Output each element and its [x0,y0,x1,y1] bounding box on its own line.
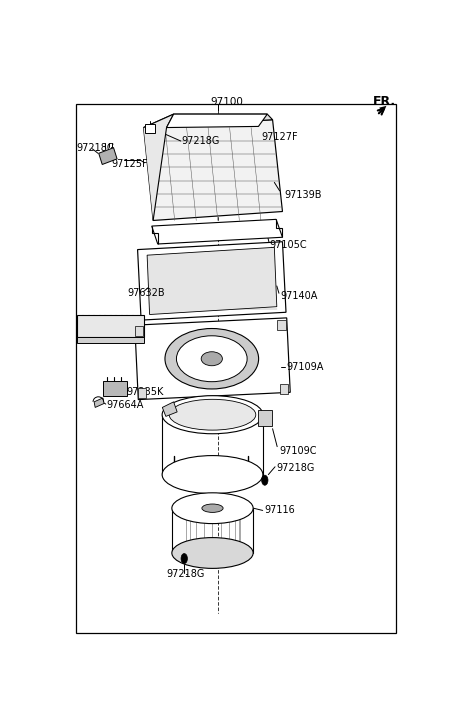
Ellipse shape [169,399,255,430]
Text: 97235K: 97235K [126,387,163,398]
Text: 97632B: 97632B [127,288,165,298]
Text: 97218G: 97218G [166,569,204,579]
Text: 97140A: 97140A [280,291,317,301]
Polygon shape [166,114,267,127]
Polygon shape [143,114,272,127]
Ellipse shape [162,456,262,494]
Ellipse shape [176,336,247,382]
Bar [144,124,154,132]
Bar [77,315,144,337]
Text: 97218G: 97218G [76,142,115,153]
Polygon shape [135,318,290,400]
Text: 97100: 97100 [210,97,243,107]
Text: 97620C: 97620C [83,335,121,345]
Ellipse shape [165,329,258,389]
Circle shape [181,553,187,563]
Polygon shape [137,242,285,320]
Bar [77,337,144,343]
Polygon shape [162,402,177,417]
Text: 97218G: 97218G [275,463,314,473]
Text: 97109A: 97109A [286,362,324,372]
Ellipse shape [172,493,253,523]
Bar [137,388,146,398]
Ellipse shape [201,352,222,366]
Bar [135,326,143,337]
Text: 97127F: 97127F [261,132,297,142]
Polygon shape [143,114,173,220]
Bar [279,384,288,394]
Bar [258,410,271,426]
Polygon shape [147,247,276,315]
Bar [277,320,285,330]
Text: 97218G: 97218G [181,136,219,146]
Ellipse shape [162,395,262,434]
Polygon shape [94,398,104,407]
Text: 97116: 97116 [264,505,294,515]
Text: 97664A: 97664A [106,400,143,410]
Polygon shape [143,120,282,220]
Text: 97109C: 97109C [278,446,316,456]
Bar [103,380,126,396]
Polygon shape [98,148,117,164]
Ellipse shape [202,504,222,513]
Text: 97125F: 97125F [111,159,148,169]
Ellipse shape [172,537,253,569]
Circle shape [261,475,268,485]
Text: 97105C: 97105C [269,240,307,250]
Polygon shape [152,220,282,244]
Text: 97139B: 97139B [283,190,321,200]
Text: FR.: FR. [372,95,395,108]
